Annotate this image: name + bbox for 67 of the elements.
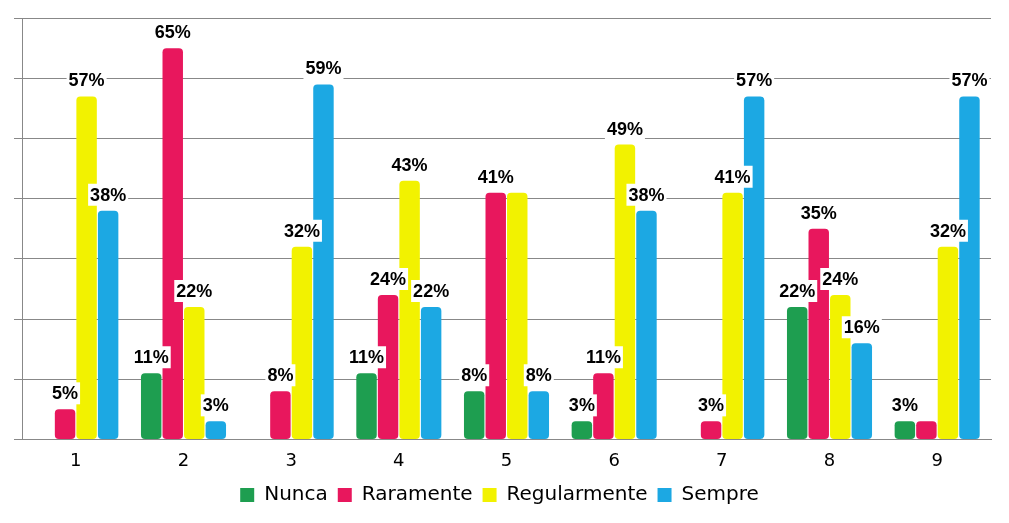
data-label: 22% bbox=[176, 280, 213, 301]
legend-label: Nunca bbox=[264, 481, 328, 506]
legend-label: Regularmente bbox=[506, 481, 648, 506]
legend-label: Raramente bbox=[361, 481, 473, 506]
x-tick-label: 1 bbox=[70, 448, 82, 470]
bar bbox=[937, 246, 959, 439]
data-label: 8% bbox=[525, 365, 552, 386]
data-label: 35% bbox=[800, 202, 837, 223]
legend-label: Sempre bbox=[681, 481, 759, 506]
data-label: 57% bbox=[736, 70, 773, 91]
data-label: 3% bbox=[698, 395, 725, 416]
data-label: 11% bbox=[133, 347, 169, 368]
data-label: 41% bbox=[714, 166, 751, 187]
bar bbox=[786, 307, 808, 439]
bar bbox=[593, 373, 614, 439]
x-tick-label: 5 bbox=[500, 448, 513, 470]
x-tick-label: 8 bbox=[823, 448, 836, 470]
data-label: 16% bbox=[843, 317, 880, 338]
bar bbox=[291, 246, 313, 439]
data-label: 38% bbox=[90, 184, 127, 205]
data-label: 3% bbox=[891, 395, 918, 416]
data-label: 11% bbox=[349, 347, 385, 368]
data-label: 65% bbox=[154, 22, 191, 43]
x-tick-label: 4 bbox=[393, 448, 405, 470]
bar bbox=[463, 391, 485, 439]
bar bbox=[356, 373, 377, 439]
data-label: 24% bbox=[822, 268, 859, 289]
bar bbox=[636, 210, 657, 439]
data-label: 11% bbox=[585, 347, 621, 368]
data-label: 38% bbox=[628, 184, 665, 205]
bar bbox=[420, 307, 442, 439]
data-label: 3% bbox=[202, 395, 229, 416]
x-tick-label: 7 bbox=[716, 448, 728, 470]
data-label: 32% bbox=[929, 220, 966, 241]
bar bbox=[528, 391, 550, 439]
data-label: 41% bbox=[477, 166, 514, 187]
x-tick-label: 2 bbox=[177, 448, 190, 470]
x-tick-label: 6 bbox=[608, 448, 620, 470]
data-label: 8% bbox=[461, 365, 488, 386]
data-label: 5% bbox=[52, 383, 79, 404]
data-label: 8% bbox=[267, 365, 294, 386]
bar bbox=[270, 391, 291, 439]
bar bbox=[507, 192, 528, 439]
bar bbox=[851, 343, 873, 439]
bar bbox=[205, 421, 227, 439]
bar bbox=[485, 192, 506, 439]
bar bbox=[894, 421, 916, 439]
data-label: 32% bbox=[283, 220, 320, 241]
x-tick-label: 9 bbox=[931, 448, 943, 470]
bar bbox=[916, 421, 937, 439]
data-label: 49% bbox=[606, 118, 643, 139]
bar bbox=[722, 192, 743, 439]
bar bbox=[140, 373, 162, 439]
data-label: 24% bbox=[370, 268, 407, 289]
data-label: 57% bbox=[951, 70, 988, 91]
data-label: 22% bbox=[413, 280, 450, 301]
bar bbox=[571, 421, 593, 439]
data-label: 43% bbox=[391, 154, 428, 175]
data-label: 59% bbox=[305, 58, 342, 79]
data-label: 57% bbox=[68, 70, 105, 91]
x-tick-label: 3 bbox=[285, 448, 297, 470]
bar bbox=[700, 421, 722, 439]
bar bbox=[184, 307, 205, 439]
data-label: 3% bbox=[568, 395, 595, 416]
data-label: 22% bbox=[779, 280, 816, 301]
bar bbox=[97, 210, 119, 439]
bar bbox=[54, 409, 76, 439]
